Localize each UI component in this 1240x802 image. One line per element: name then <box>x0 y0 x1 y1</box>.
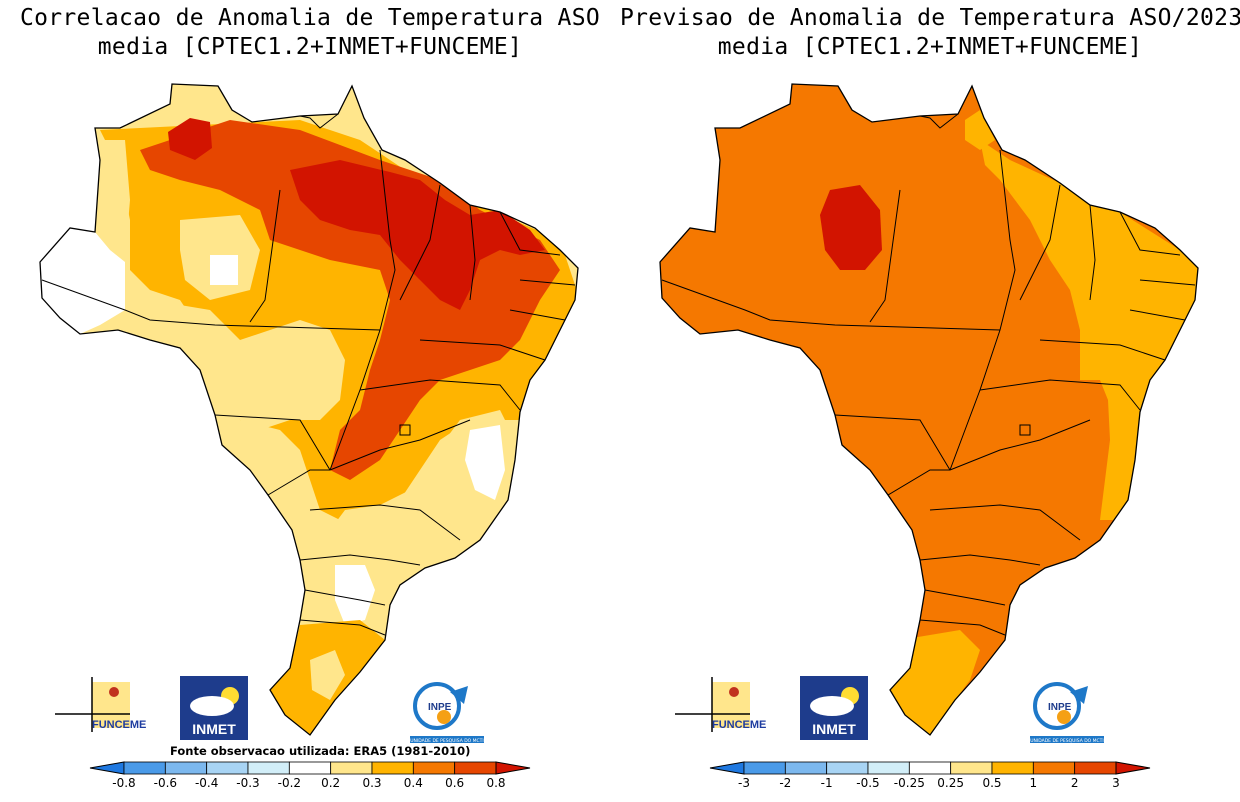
guianas-border <box>299 113 339 129</box>
forecast-map <box>659 83 1199 736</box>
inpe-logo: INPE UNIDADE DE PESQUISA DO MCTI <box>410 682 484 744</box>
brazil-outline-forecast <box>659 83 1199 736</box>
inpe-logo-right: INPE UNIDADE DE PESQUISA DO MCTI <box>1030 682 1104 744</box>
forecast-colorbar-tick-label: -0.25 <box>894 776 925 790</box>
forecast-colorbar-box <box>867 761 910 775</box>
correlation-map <box>39 83 579 736</box>
left-logos: FUNCEME INMET INPE UNIDADE DE PESQUISA D… <box>55 676 484 744</box>
funceme-logo-text: FUNCEME <box>92 719 146 731</box>
correlation-colorbar-tick-label: 0.3 <box>362 776 381 790</box>
right-logos: FUNCEME INMET INPE UNIDADE DE PESQUISA D… <box>675 676 1104 744</box>
correlation-colorbar-extend-low <box>89 761 125 775</box>
forecast-colorbar-tick-label: 0.25 <box>937 776 964 790</box>
correlation-colorbar-extend-high <box>495 761 531 775</box>
forecast-title: Previsao de Anomalia de Temperatura ASO/… <box>620 4 1240 62</box>
correlation-colorbar-box <box>206 761 249 775</box>
funceme-logo-text-right: FUNCEME <box>712 719 766 731</box>
forecast-colorbar-box <box>908 761 952 775</box>
correlation-colorbar-box <box>412 761 456 775</box>
source-note: Fonte observacao utilizada: ERA5 (1981-2… <box>170 744 471 758</box>
forecast-colorbar-box <box>826 761 869 775</box>
forecast-colorbar-tick-label: 0.5 <box>982 776 1001 790</box>
correlation-title-line2: media [CPTEC1.2+INMET+FUNCEME] <box>97 34 523 60</box>
forecast-colorbar-box <box>950 761 993 775</box>
forecast-panel: Previsao de Anomalia de Temperatura ASO/… <box>620 0 1240 802</box>
funceme-logo-right: FUNCEME <box>675 677 766 732</box>
forecast-colorbar-tick-label: -1 <box>821 776 833 790</box>
guianas-border-forecast <box>919 113 959 129</box>
correlation-colorbar-tick-label: -0.8 <box>112 776 135 790</box>
forecast-colorbar-tick-label: 2 <box>1071 776 1079 790</box>
forecast-colorbar-extend-low <box>709 761 745 775</box>
correlation-colorbar-tick-label: 0.4 <box>404 776 423 790</box>
correlation-colorbar: -0.8 -0.6 -0.4 -0.3 -0.2 0.2 0.3 0.4 0.6 0.8 <box>89 761 531 790</box>
correlation-colorbar-tick-label: -0.2 <box>278 776 301 790</box>
inpe-logo-text: INPE <box>428 702 452 713</box>
forecast-colorbar-extend-high <box>1115 761 1151 775</box>
correlation-colorbar-box <box>123 761 166 775</box>
correlation-colorbar-box <box>330 761 373 775</box>
correlation-colorbar-tick-label: -0.6 <box>154 776 177 790</box>
funceme-logo: FUNCEME <box>55 677 146 732</box>
forecast-colorbar-tick-label: -3 <box>738 776 750 790</box>
correlation-colorbar-tick-label: -0.4 <box>195 776 218 790</box>
state-borders-forecast <box>661 149 1196 636</box>
forecast-title-line1: Previsao de Anomalia de Temperatura ASO/… <box>620 5 1240 31</box>
forecast-colorbar-box <box>991 761 1034 775</box>
correlation-colorbar-tick-label: 0.2 <box>321 776 340 790</box>
inpe-subtitle-right: UNIDADE DE PESQUISA DO MCTI <box>1030 738 1104 744</box>
correlation-title: Correlacao de Anomalia de Temperatura AS… <box>0 4 620 62</box>
correlation-colorbar-box <box>164 761 208 775</box>
inmet-logo-text-right: INMET <box>812 721 856 737</box>
forecast-colorbar-tick-label: 1 <box>1030 776 1038 790</box>
forecast-colorbar-tick-label: -0.5 <box>856 776 879 790</box>
forecast-colorbar-box <box>1032 761 1076 775</box>
correlation-colorbar-tick-label: 0.6 <box>445 776 464 790</box>
forecast-colorbar-box <box>743 761 786 775</box>
correlation-colorbar-box <box>288 761 332 775</box>
correlation-title-line1: Correlacao de Anomalia de Temperatura AS… <box>19 5 601 31</box>
inpe-subtitle: UNIDADE DE PESQUISA DO MCTI <box>410 738 484 744</box>
correlation-colorbar-tick-label: -0.3 <box>236 776 259 790</box>
brazil-outline <box>39 83 579 736</box>
forecast-colorbar-box <box>784 761 828 775</box>
correlation-colorbar-box <box>454 761 497 775</box>
forecast-colorbar-tick-label: 3 <box>1112 776 1120 790</box>
correlation-colorbar-box <box>247 761 290 775</box>
correlation-colorbar-tick-label: 0.8 <box>486 776 505 790</box>
forecast-colorbar-tick-label: -2 <box>779 776 791 790</box>
inmet-logo-right: INMET <box>800 676 868 740</box>
inmet-logo: INMET <box>180 676 248 740</box>
correlation-colorbar-box <box>371 761 414 775</box>
correlation-panel: Correlacao de Anomalia de Temperatura AS… <box>0 4 620 790</box>
forecast-title-line2: media [CPTEC1.2+INMET+FUNCEME] <box>717 34 1143 60</box>
state-borders <box>41 149 576 636</box>
inmet-logo-text: INMET <box>192 721 236 737</box>
forecast-colorbar-box <box>1074 761 1117 775</box>
inpe-logo-text-right: INPE <box>1048 702 1072 713</box>
forecast-colorbar: -3 -2 -1 -0.5 -0.25 0.25 0.5 1 2 3 <box>709 761 1151 790</box>
